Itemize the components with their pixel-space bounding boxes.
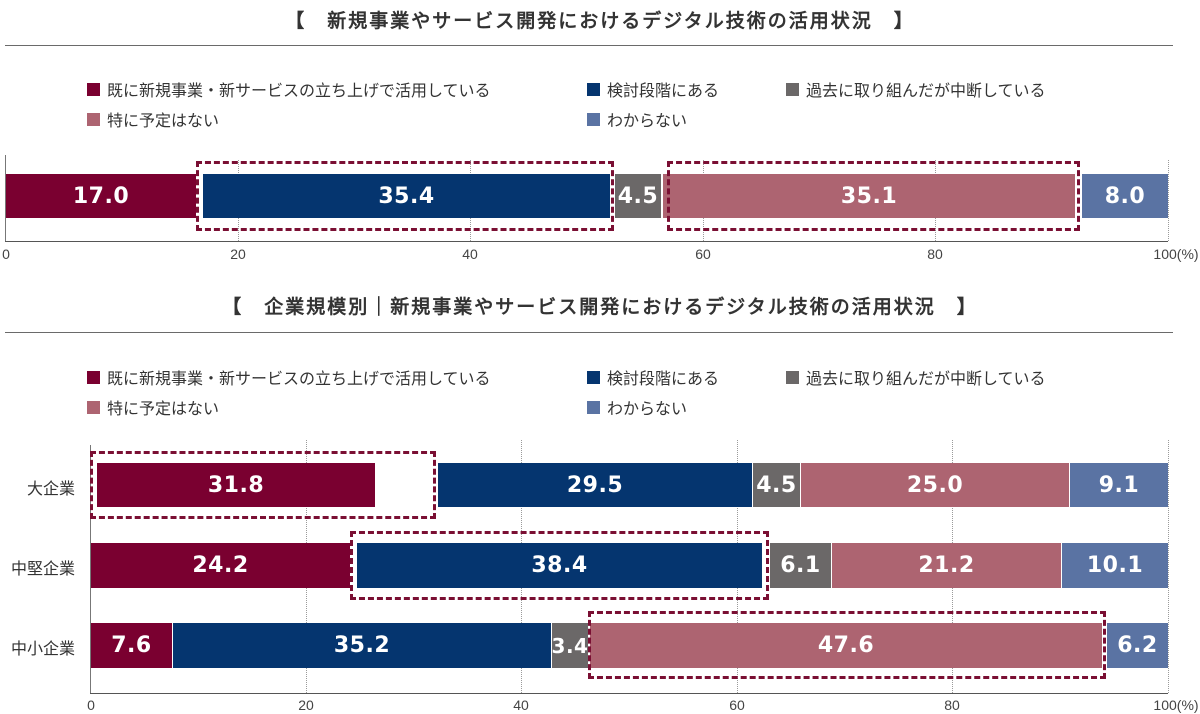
bar-segment-unknown: 6.2 [1107,623,1168,668]
legend-label: 既に新規事業・新サービスの立ち上げで活用している [107,81,491,100]
bar-segment-discontinued: 4.5 [615,174,661,218]
top-title-divider [5,45,1173,46]
tick-label: 100(%) [1153,697,1199,713]
x-axis-line [90,693,1168,694]
bar-segment-considering: 38.4 [357,543,762,588]
y-axis-line [90,445,91,693]
legend-label: 特に予定はない [107,111,220,130]
legend-item-unknown: わからない [587,107,687,131]
bar-segment-unknown: 8.0 [1082,174,1168,218]
legend-item-discontinued: 過去に取り組んだが中断している [786,365,1046,389]
bar-segment-already-using: 17.0 [6,174,196,218]
legend-item-no-plans: 特に予定はない [87,107,219,131]
tick-label: 20 [230,246,246,262]
legend-item-considering: 検討段階にある [587,77,719,101]
bar-segment-discontinued: 4.5 [753,463,800,507]
row-label-small-enterprise: 中小企業 [10,639,75,658]
legend-item-considering: 検討段階にある [587,365,719,389]
tick-label: 40 [462,246,478,262]
top-chart-title: 【 新規事業やサービス開発におけるデジタル技術の活用状況 】 [285,10,915,32]
legend-label: 検討段階にある [607,81,720,100]
row-label-large-enterprise: 大企業 [26,479,75,498]
legend-swatch [587,370,600,384]
tick-label: 80 [927,246,943,262]
tick-label: 80 [944,697,960,713]
gridline-100 [1168,440,1169,693]
bottom-chart-title: 【 企業規模別｜新規事業やサービス開発におけるデジタル技術の活用状況 】 [222,296,978,318]
tick-label: 40 [513,697,529,713]
legend-swatch [587,82,600,96]
bar-segment-already-using: 24.2 [91,543,350,588]
tick-label: 20 [298,697,314,713]
legend-label: 検討段階にある [607,369,720,388]
legend-swatch [87,112,100,126]
bar-segment-no-plans: 35.1 [663,174,1075,218]
y-axis-line [5,155,6,241]
legend-swatch [786,82,799,96]
tick-label: 60 [695,246,711,262]
legend-label: 特に予定はない [107,399,220,418]
bar-segment-unknown: 9.1 [1070,463,1168,507]
bar-segment-considering: 35.2 [173,623,551,668]
bar-segment-unknown: 10.1 [1062,543,1168,588]
legend-label: わからない [607,399,688,418]
legend-item-discontinued: 過去に取り組んだが中断している [786,77,1046,101]
tick-label: 100(%) [1153,246,1199,262]
legend-label: 過去に取り組んだが中断している [806,81,1046,100]
bar-segment-discontinued: 3.4 [552,623,588,668]
legend-label: わからない [607,111,688,130]
bar-segment-no-plans: 25.0 [801,463,1069,507]
legend-label: 既に新規事業・新サービスの立ち上げで活用している [107,369,491,388]
row-label-mid-enterprise: 中堅企業 [10,559,75,578]
legend-swatch [87,400,100,414]
legend-item-already-using: 既に新規事業・新サービスの立ち上げで活用している [87,77,491,101]
legend-swatch [786,370,799,384]
x-axis-line [5,241,1168,242]
legend-swatch [87,370,100,384]
legend-item-no-plans: 特に予定はない [87,395,219,419]
legend-swatch [587,400,600,414]
bar-segment-no-plans: 21.2 [832,543,1061,588]
legend-item-already-using: 既に新規事業・新サービスの立ち上げで活用している [87,365,491,389]
bar-segment-already-using: 7.6 [91,623,172,668]
bar-segment-discontinued: 6.1 [770,543,831,588]
tick-label: 60 [729,697,745,713]
gridline-100 [1168,160,1169,241]
legend-swatch [87,82,100,96]
legend-item-unknown: わからない [587,395,687,419]
bar-segment-considering: 35.4 [203,174,610,218]
bottom-title-divider [5,332,1173,333]
legend-swatch [587,112,600,126]
legend-label: 過去に取り組んだが中断している [806,369,1046,388]
bar-segment-considering: 29.5 [438,463,752,507]
tick-label: 0 [87,697,95,713]
bar-segment-already-using: 31.8 [97,463,375,507]
bar-segment-no-plans: 47.6 [590,623,1102,668]
tick-label: 0 [2,246,10,262]
